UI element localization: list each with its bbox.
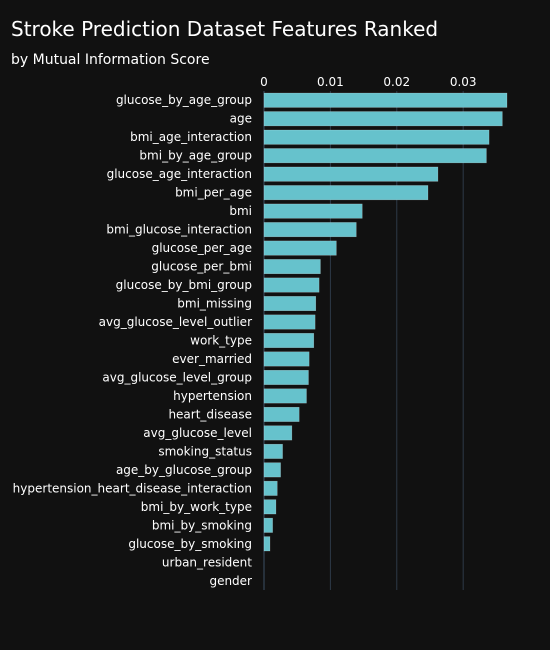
y-tick-label: bmi_by_age_group <box>139 149 252 163</box>
y-tick-label: gender <box>209 574 252 588</box>
bar <box>263 222 357 238</box>
y-tick-label: work_type <box>190 334 252 348</box>
bar <box>263 185 429 201</box>
chart-title: Stroke Prediction Dataset Features Ranke… <box>11 17 439 41</box>
bar <box>263 314 316 330</box>
bar <box>263 443 283 459</box>
y-tick-label: glucose_age_interaction <box>107 167 252 181</box>
y-tick-label: avg_glucose_level_group <box>102 370 252 384</box>
y-tick-label: bmi_by_smoking <box>152 518 252 532</box>
x-axis-ticks: 0 0.01 0.02 0.03 <box>260 75 476 89</box>
bar <box>263 111 503 127</box>
chart-subtitle: by Mutual Information Score <box>11 52 210 68</box>
bar <box>263 296 317 311</box>
bar <box>263 536 271 552</box>
y-tick-label: hypertension_heart_disease_interaction <box>13 481 252 495</box>
x-tick-label: 0.02 <box>383 75 410 89</box>
y-tick-label: smoking_status <box>158 444 252 458</box>
bar <box>263 203 363 219</box>
bar <box>263 425 293 441</box>
y-tick-label: heart_disease <box>168 407 252 421</box>
y-tick-label: glucose_by_bmi_group <box>116 278 252 292</box>
bar <box>263 462 281 478</box>
bar <box>263 166 439 182</box>
bar <box>263 406 300 422</box>
y-tick-label: bmi_age_interaction <box>130 130 252 144</box>
y-tick-label: bmi_by_work_type <box>141 500 252 514</box>
y-tick-label: age_by_glucose_group <box>116 463 252 477</box>
y-tick-label: glucose_by_age_group <box>116 93 252 107</box>
y-tick-label: glucose_per_age <box>152 241 252 255</box>
bar <box>263 480 278 496</box>
bar <box>263 370 309 385</box>
bar <box>263 259 321 275</box>
y-tick-label: urban_resident <box>162 555 252 569</box>
x-tick-label: 0.03 <box>450 75 477 89</box>
bar <box>263 499 277 515</box>
y-tick-label: avg_glucose_level_outlier <box>99 315 252 329</box>
bar <box>263 148 487 164</box>
y-tick-label: bmi_per_age <box>175 186 252 200</box>
bar <box>263 517 273 533</box>
x-tick-label: 0.01 <box>317 75 344 89</box>
y-tick-label: bmi_missing <box>177 297 252 311</box>
y-tick-label: glucose_per_bmi <box>151 260 252 274</box>
bar <box>263 388 307 404</box>
bar <box>263 92 508 108</box>
y-tick-label: bmi <box>229 204 252 218</box>
y-tick-label: ever_married <box>172 352 252 366</box>
y-tick-label: glucose_by_smoking <box>128 537 252 551</box>
bar <box>263 129 490 145</box>
bar <box>263 351 310 367</box>
y-tick-label: age <box>230 112 252 126</box>
y-tick-label: avg_glucose_level <box>143 426 252 440</box>
bar <box>263 333 315 348</box>
bars <box>263 92 508 552</box>
y-tick-label: hypertension <box>173 389 252 403</box>
bar <box>263 277 320 293</box>
x-tick-label: 0 <box>260 75 268 89</box>
y-tick-label: bmi_glucose_interaction <box>106 223 252 237</box>
bar <box>263 240 337 256</box>
